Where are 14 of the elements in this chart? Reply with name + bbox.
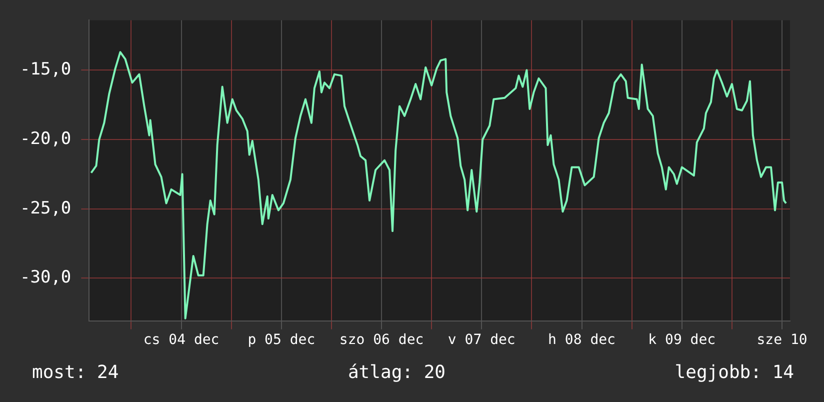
y-tick-label: -15,0 <box>20 60 72 80</box>
x-tick-label: cs 04 dec <box>143 332 220 348</box>
text: legjobb: 14 <box>674 362 794 383</box>
text: most: 24 <box>32 362 119 383</box>
x-tick-label: k 09 dec <box>648 332 716 348</box>
x-tick-label: h 08 dec <box>548 332 616 348</box>
x-tick-label: szo 06 dec <box>339 332 424 348</box>
y-tick-label: -20,0 <box>20 128 72 149</box>
x-tick-label: v 07 dec <box>448 332 516 348</box>
y-tick-label: -30,0 <box>20 268 72 288</box>
text: átlag: 20 <box>348 362 446 383</box>
x-tick-label: sze 10 <box>756 332 808 348</box>
y-tick-label: -25,0 <box>20 198 72 218</box>
x-tick-label: p 05 dec <box>248 332 316 348</box>
